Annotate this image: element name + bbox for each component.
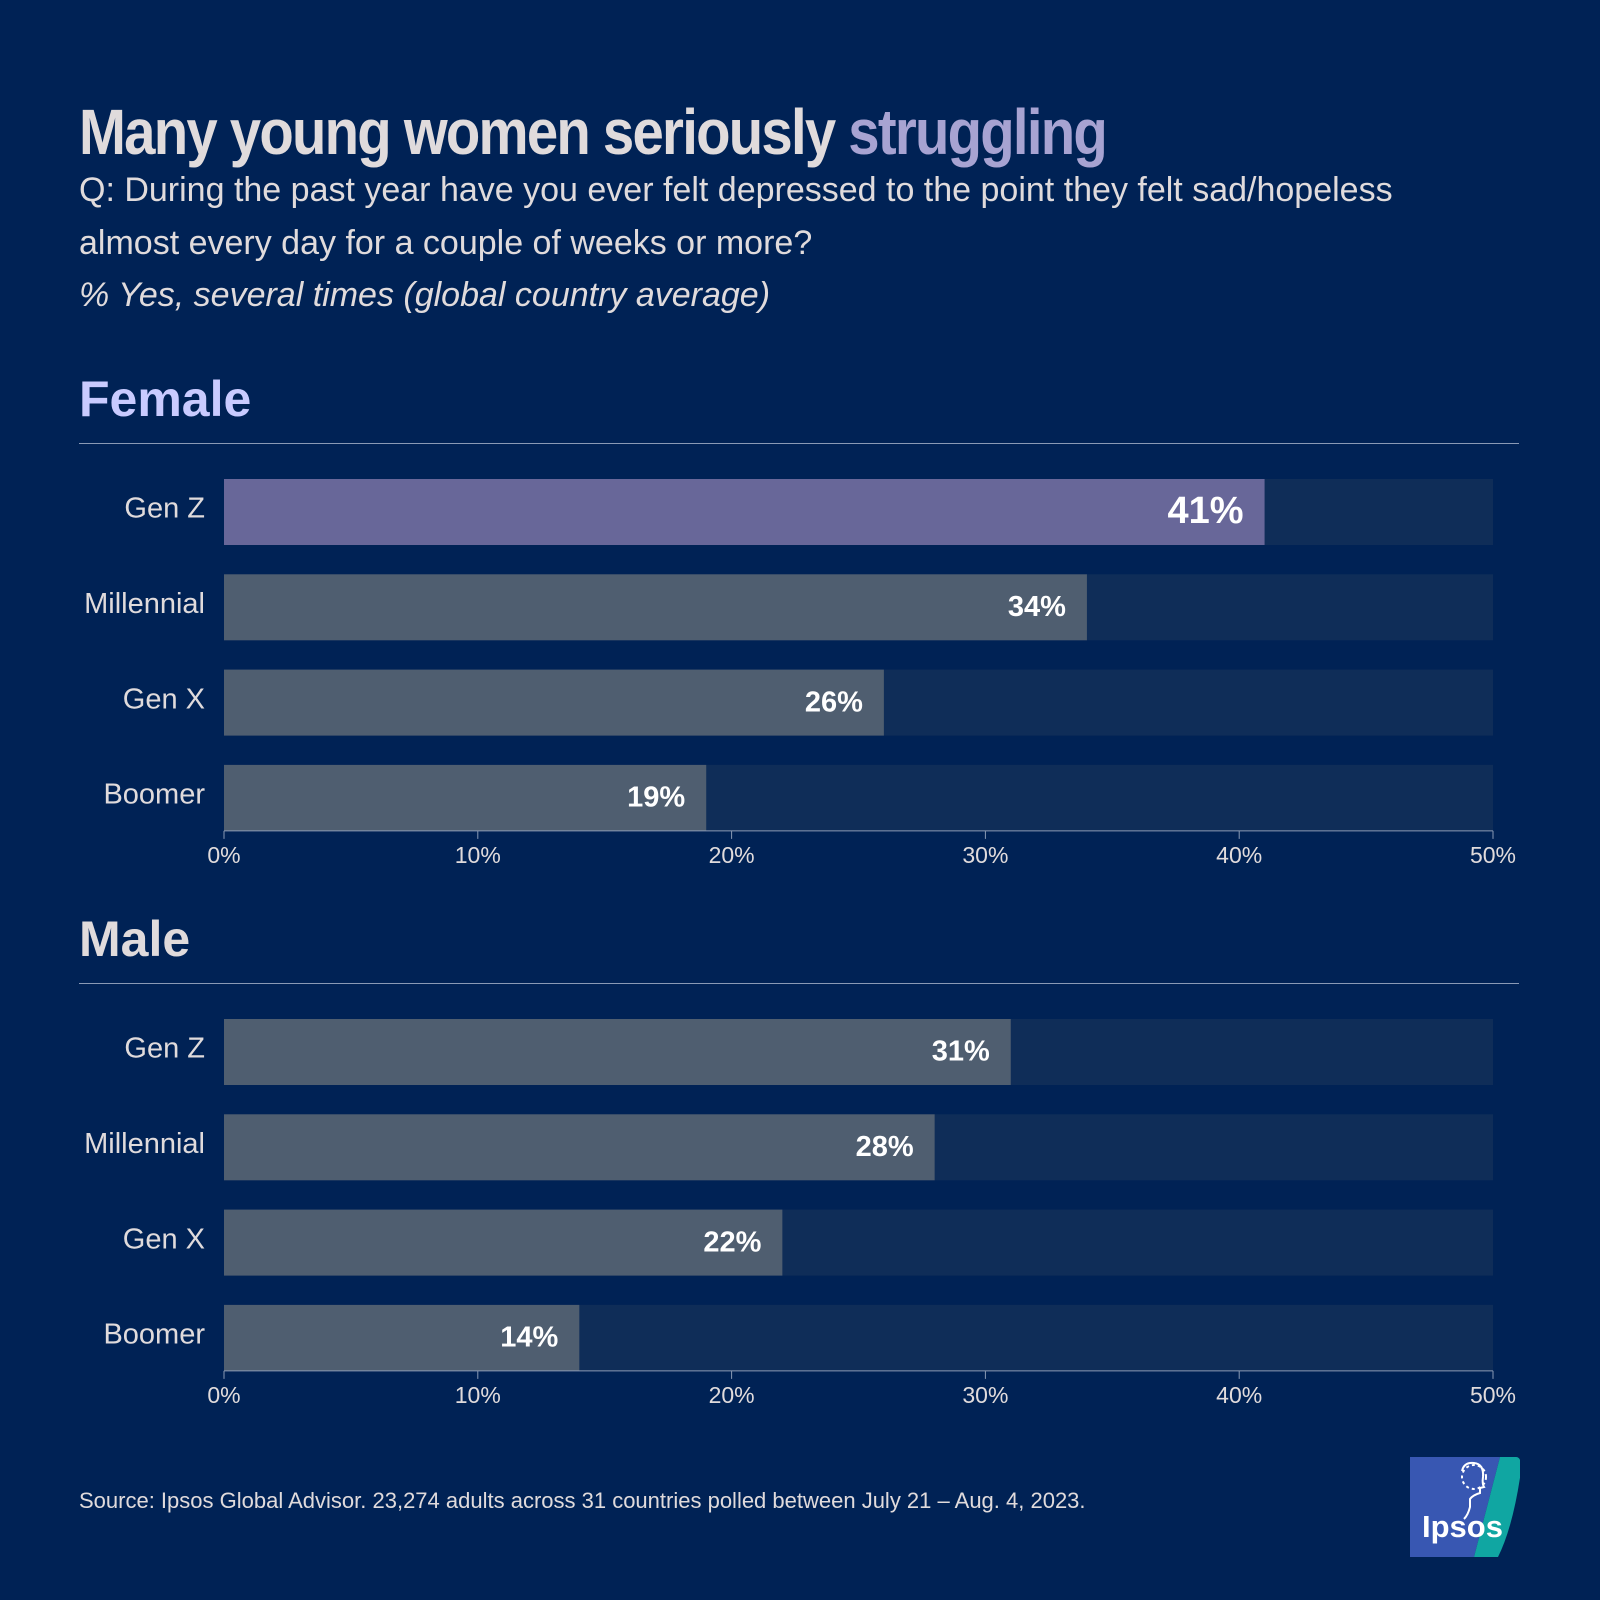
- x-tick-label: 10%: [455, 1382, 501, 1408]
- x-tick-label: 50%: [1470, 1382, 1516, 1408]
- x-tick-label: 20%: [709, 1382, 755, 1408]
- x-tick-label: 40%: [1216, 1382, 1262, 1408]
- title-accent: struggling: [848, 96, 1107, 168]
- ipsos-logo: Ipsos: [1410, 1457, 1520, 1557]
- bar-gen-x: [224, 1209, 783, 1276]
- value-label: 31%: [932, 1036, 990, 1068]
- category-label: Gen X: [123, 1223, 205, 1255]
- category-label: Millennial: [84, 1128, 205, 1160]
- value-label: 14%: [500, 1322, 558, 1354]
- value-label: 28%: [856, 1131, 914, 1163]
- source-note: Source: Ipsos Global Advisor. 23,274 adu…: [79, 1488, 1086, 1513]
- category-label: Gen Z: [124, 1033, 205, 1065]
- category-label: Gen Z: [124, 493, 205, 525]
- value-label: 34%: [1008, 591, 1066, 623]
- bar-gen-z: [224, 1019, 1011, 1085]
- bar-boomer: [224, 1304, 580, 1371]
- x-tick-label: 10%: [455, 842, 501, 868]
- x-tick-label: 50%: [1470, 842, 1516, 868]
- bar-boomer: [224, 764, 707, 831]
- bar-millennial: [224, 574, 1087, 641]
- title-main: Many young women seriously: [79, 96, 849, 168]
- logo-head-icon: [1461, 1461, 1487, 1520]
- logo-teal-panel: [1474, 1457, 1520, 1557]
- bar-millennial: [224, 1114, 935, 1181]
- category-label: Boomer: [103, 779, 205, 811]
- page-title: Many young women seriously struggling: [79, 94, 1108, 170]
- bar-gen-x: [224, 669, 884, 736]
- male-bar-chart: Gen Z 31% Millennial 28% Gen X 22% Boomer 14% 0%…: [84, 1019, 1516, 1408]
- x-tick-label: 0%: [207, 842, 240, 868]
- female-panel-title: Female: [79, 371, 252, 427]
- male-divider: [79, 983, 1519, 984]
- chart-subtitle: % Yes, several times (global country ave…: [79, 276, 771, 314]
- survey-question: Q: During the past year have you ever fe…: [79, 171, 1393, 262]
- x-tick-label: 40%: [1216, 842, 1262, 868]
- x-tick-label: 0%: [207, 1382, 240, 1408]
- x-tick-label: 30%: [962, 842, 1008, 868]
- female-divider: [79, 443, 1519, 444]
- female-bar-chart: Gen Z 41% Millennial 34% Gen X 26% Boomer 19% 0%…: [84, 479, 1516, 868]
- bar-gen-z: [224, 479, 1265, 545]
- logo-blue-panel: [1410, 1457, 1500, 1557]
- male-panel-title: Male: [79, 911, 191, 967]
- x-tick-label: 30%: [962, 1382, 1008, 1408]
- category-label: Gen X: [123, 683, 205, 715]
- logo-text: Ipsos: [1422, 1509, 1503, 1544]
- value-label: 19%: [627, 782, 685, 814]
- value-label: 22%: [703, 1226, 761, 1258]
- x-tick-label: 20%: [709, 842, 755, 868]
- category-label: Boomer: [103, 1319, 205, 1351]
- value-label: 26%: [805, 686, 863, 718]
- category-label: Millennial: [84, 588, 205, 620]
- value-label: 41%: [1168, 490, 1244, 532]
